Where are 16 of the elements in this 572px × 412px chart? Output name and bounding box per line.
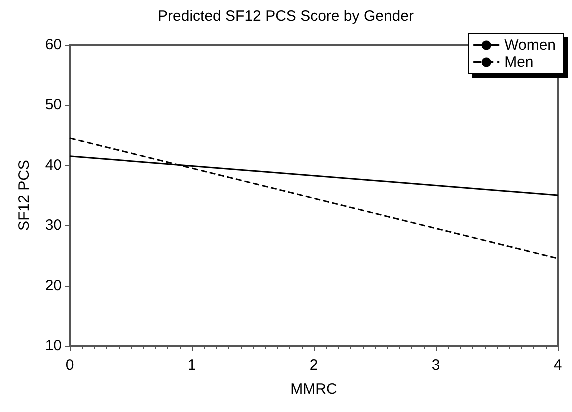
y-tick-label: 50 — [45, 96, 62, 114]
x-tick-label: 2 — [310, 357, 318, 374]
legend-label: Women — [504, 37, 556, 54]
y-tick-label: 20 — [45, 277, 62, 294]
y-axis-title: SF12 PCS — [16, 160, 33, 231]
y-tick-label: 10 — [45, 338, 62, 354]
x-tick-label: 1 — [188, 357, 196, 374]
x-axis-title: MMRC — [290, 381, 338, 398]
x-tick-label: 4 — [554, 357, 562, 374]
chart-title: Predicted SF12 PCS Score by Gender — [158, 8, 414, 25]
x-tick-label: 0 — [66, 357, 74, 374]
y-tick-label: 30 — [45, 217, 62, 234]
y-tick-label: 40 — [45, 156, 62, 174]
x-tick-label: 3 — [432, 357, 440, 374]
legend-label: Men — [504, 54, 534, 71]
y-tick-label: 60 — [45, 36, 62, 54]
